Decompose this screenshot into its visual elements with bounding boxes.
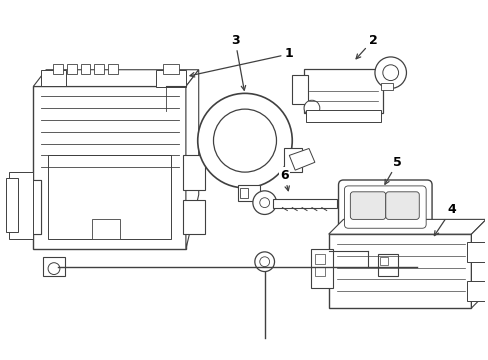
Bar: [314, 254, 324, 264]
Bar: [183, 200, 204, 234]
Bar: [94, 64, 104, 74]
Bar: [156, 70, 185, 87]
Bar: [466, 282, 487, 301]
Bar: [67, 64, 77, 74]
Bar: [92, 219, 120, 239]
Circle shape: [254, 252, 274, 271]
Bar: [328, 234, 470, 308]
Bar: [16, 185, 25, 197]
Bar: [183, 156, 204, 190]
Circle shape: [259, 198, 269, 208]
Bar: [53, 64, 63, 74]
Polygon shape: [9, 172, 33, 239]
Bar: [43, 257, 65, 276]
Bar: [238, 185, 259, 201]
Circle shape: [252, 191, 276, 215]
Polygon shape: [185, 70, 198, 249]
Circle shape: [259, 257, 269, 267]
Bar: [272, 199, 336, 208]
Bar: [6, 178, 18, 232]
FancyBboxPatch shape: [349, 192, 385, 219]
Bar: [377, 254, 397, 275]
Bar: [292, 75, 307, 104]
Bar: [14, 180, 41, 234]
Bar: [284, 148, 302, 172]
Bar: [108, 64, 118, 74]
Polygon shape: [33, 70, 198, 86]
Bar: [81, 64, 90, 74]
Bar: [163, 64, 179, 74]
Text: 3: 3: [230, 34, 245, 90]
Text: 5: 5: [384, 156, 401, 184]
Bar: [33, 86, 185, 249]
Circle shape: [48, 263, 60, 275]
Bar: [41, 70, 66, 86]
Circle shape: [213, 109, 276, 172]
Bar: [48, 156, 171, 239]
Circle shape: [304, 100, 319, 116]
Bar: [304, 69, 382, 113]
Polygon shape: [289, 148, 314, 170]
Text: 2: 2: [355, 34, 377, 59]
Circle shape: [16, 204, 25, 215]
Bar: [14, 180, 41, 234]
Bar: [380, 82, 392, 90]
Bar: [240, 188, 247, 198]
Bar: [379, 257, 387, 265]
Bar: [16, 215, 25, 226]
Bar: [305, 110, 380, 122]
Text: 4: 4: [433, 203, 455, 235]
Text: 6: 6: [280, 168, 289, 191]
Bar: [466, 242, 487, 262]
Polygon shape: [470, 219, 485, 308]
FancyBboxPatch shape: [344, 186, 425, 228]
Bar: [16, 200, 25, 212]
FancyBboxPatch shape: [338, 180, 431, 234]
Circle shape: [374, 57, 406, 89]
Circle shape: [197, 93, 292, 188]
FancyBboxPatch shape: [385, 192, 418, 219]
Bar: [314, 267, 324, 276]
Circle shape: [382, 65, 398, 81]
Circle shape: [14, 217, 27, 231]
Text: 1: 1: [190, 48, 293, 77]
Polygon shape: [328, 219, 485, 234]
Bar: [310, 249, 332, 288]
